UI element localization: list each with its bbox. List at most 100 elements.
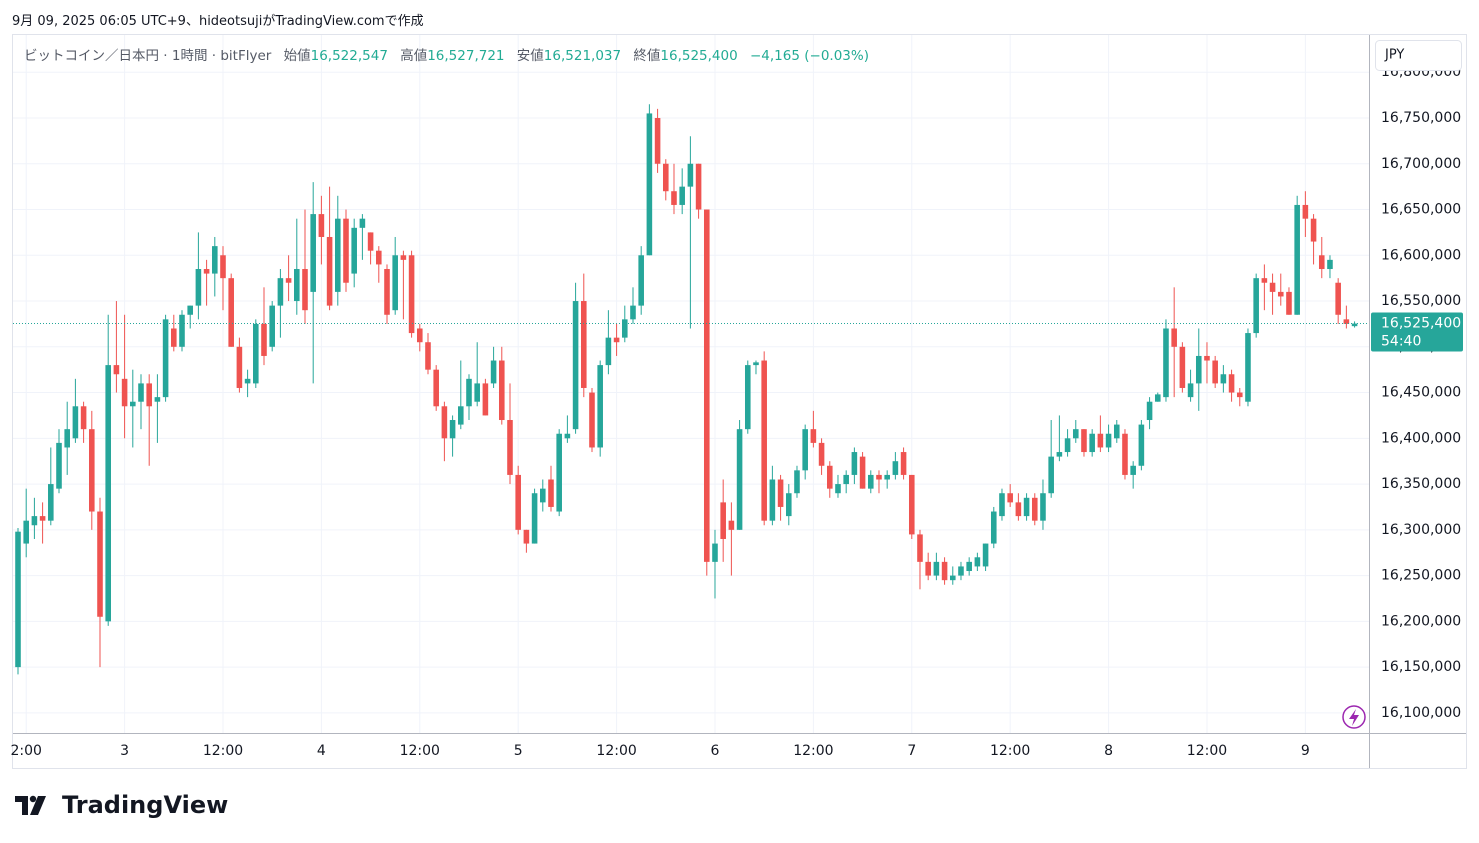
candle-body [613, 337, 620, 343]
candle-body [1277, 291, 1284, 297]
candle-body [359, 218, 366, 228]
candle-body [162, 319, 169, 398]
candle-body [794, 470, 800, 494]
candle-body [228, 278, 234, 347]
candle-body [1327, 259, 1333, 270]
candle-body [277, 278, 284, 306]
x-tick-label: 8 [1104, 743, 1113, 759]
candle-body [859, 456, 866, 489]
candle-body [56, 442, 62, 489]
candle-body [744, 365, 751, 430]
candle-body [982, 543, 989, 567]
candle-body [1335, 282, 1341, 315]
candle-body [285, 278, 292, 283]
candle-body [187, 305, 193, 315]
candle-body [1310, 218, 1317, 242]
candle-body [999, 493, 1005, 517]
candle-body [138, 383, 144, 402]
candle-body [97, 511, 103, 617]
candle-body [687, 163, 694, 187]
candle-body [580, 301, 587, 388]
candle-body [212, 246, 218, 274]
candle-body [195, 269, 202, 306]
candle-body [892, 461, 899, 475]
candle-body [507, 420, 513, 475]
candle-body [695, 163, 702, 210]
x-tick-label: 12:00 [793, 743, 833, 759]
candle-body [1023, 497, 1030, 517]
candle-body [835, 484, 841, 494]
y-tick-label: 16,700,000 [1381, 156, 1461, 172]
candle-body [1154, 394, 1161, 402]
candle-body [736, 429, 743, 530]
candle-body [876, 474, 882, 480]
candle-body [1122, 433, 1128, 475]
candle-body [621, 319, 628, 338]
x-tick-label: 12:00 [400, 743, 440, 759]
candle-body [458, 406, 464, 425]
candle-body [1064, 438, 1071, 453]
candle-body [408, 255, 415, 334]
candle-body [499, 360, 505, 421]
logo-mark [15, 796, 28, 815]
candle-body [1138, 424, 1145, 466]
y-tick-label: 16,400,000 [1381, 430, 1461, 446]
candle-body [1163, 328, 1169, 398]
candle-body [548, 479, 554, 507]
created-note: 9月 09, 2025 06:05 UTC+9、hideotsujiがTradi… [12, 14, 424, 29]
candle-body [1031, 497, 1038, 521]
candle-body [851, 452, 858, 475]
candle-body [1171, 328, 1177, 347]
candle-body [179, 314, 185, 347]
candle-body [785, 493, 792, 517]
candle-body [769, 479, 776, 521]
currency-box[interactable] [1375, 40, 1462, 71]
x-tick-label: 6 [711, 743, 720, 759]
candle-body [1351, 323, 1358, 327]
candle-body [662, 163, 669, 192]
candle-body [64, 429, 70, 448]
candle-body [761, 360, 767, 521]
alert-bolt [1349, 709, 1359, 726]
x-tick-label: 12:00 [1187, 743, 1227, 759]
last-price: 16,525,400 [1381, 316, 1461, 332]
candle-body [958, 566, 964, 576]
candle-body [113, 365, 120, 375]
candle-body [974, 557, 981, 567]
candle-body [556, 433, 562, 512]
y-tick-label: 16,200,000 [1381, 613, 1461, 629]
candle-body [261, 323, 267, 356]
candle-body [540, 488, 546, 503]
candle-body [294, 269, 300, 302]
candle-body [1294, 204, 1300, 315]
last-price-box [1371, 312, 1463, 352]
candle-body [1007, 493, 1013, 503]
candle-body [572, 301, 579, 430]
candle-body [941, 561, 948, 581]
candle-body [1269, 282, 1276, 292]
y-tick-label: 16,650,000 [1381, 202, 1461, 218]
x-tick-label: 2:00 [10, 743, 41, 759]
x-tick-label: 9 [1301, 743, 1310, 759]
currency: JPY [1384, 48, 1404, 63]
candle-body [818, 442, 825, 466]
candle-body [753, 362, 759, 366]
candle-body [925, 561, 931, 576]
candle-body [646, 113, 653, 256]
candle-body [449, 420, 456, 439]
candle-body [466, 378, 472, 407]
candle-body [966, 561, 972, 572]
candle-body [728, 520, 735, 530]
x-tick-label: 5 [514, 743, 523, 759]
candle-body [302, 269, 308, 311]
price-tag: 16,525,400 54:40 [1371, 312, 1463, 352]
countdown: 54:40 [1381, 334, 1421, 350]
candle-body [1253, 278, 1259, 334]
candles [13, 104, 1369, 675]
candle-body [171, 328, 177, 347]
candle-body [671, 191, 677, 205]
logo-dot [29, 795, 37, 803]
candle-body [597, 365, 603, 448]
x-tick-label: 3 [120, 743, 129, 759]
y-tick-label: 16,600,000 [1381, 247, 1461, 263]
